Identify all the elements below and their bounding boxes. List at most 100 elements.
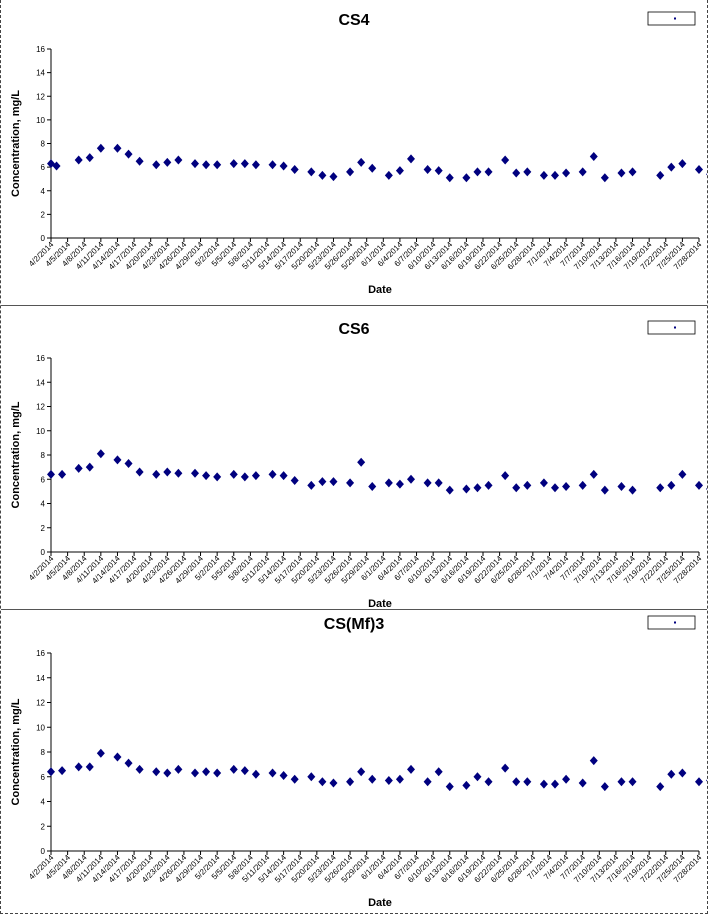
data-point bbox=[96, 143, 105, 153]
data-point bbox=[539, 170, 548, 180]
data-point bbox=[551, 779, 559, 789]
data-point bbox=[501, 471, 510, 481]
data-point bbox=[174, 764, 183, 774]
data-point bbox=[329, 172, 338, 182]
data-point bbox=[58, 469, 67, 479]
data-point bbox=[152, 160, 161, 170]
data-point bbox=[523, 777, 532, 787]
data-point bbox=[268, 469, 277, 479]
data-point bbox=[229, 159, 238, 169]
y-axis-label: Concentration, mg/L bbox=[10, 698, 22, 805]
legend bbox=[647, 615, 696, 630]
y-tick-label: 0 bbox=[41, 548, 46, 557]
data-point bbox=[501, 155, 510, 165]
data-point bbox=[578, 167, 587, 177]
data-point bbox=[85, 153, 94, 163]
data-point bbox=[163, 768, 172, 778]
y-tick-label: 2 bbox=[41, 210, 46, 219]
data-point bbox=[628, 777, 637, 787]
data-point bbox=[329, 477, 338, 487]
data-point bbox=[47, 469, 55, 479]
data-point bbox=[202, 767, 211, 777]
data-point bbox=[52, 161, 61, 171]
y-tick-label: 16 bbox=[36, 649, 45, 658]
y-tick-label: 4 bbox=[41, 500, 46, 509]
data-point bbox=[229, 764, 238, 774]
data-point bbox=[346, 777, 355, 787]
data-point bbox=[706, 778, 708, 783]
data-point bbox=[667, 162, 676, 172]
data-point bbox=[135, 764, 144, 774]
data-point bbox=[512, 168, 521, 178]
data-point bbox=[434, 767, 443, 777]
legend bbox=[647, 11, 696, 26]
data-point bbox=[191, 159, 199, 169]
data-point bbox=[251, 160, 260, 170]
data-point bbox=[329, 778, 338, 788]
data-point bbox=[152, 767, 161, 777]
data-point bbox=[589, 469, 598, 479]
legend-marker bbox=[674, 17, 676, 20]
data-point bbox=[307, 167, 316, 177]
y-axis-label: Concentration, mg/L bbox=[10, 90, 22, 197]
data-point bbox=[600, 782, 609, 792]
data-point bbox=[124, 149, 133, 159]
data-point bbox=[357, 457, 366, 467]
chart-svg: CS602468101214164/2/20144/5/20144/8/2014… bbox=[10, 320, 708, 610]
data-point bbox=[445, 173, 454, 183]
chart-svg: CS402468101214164/2/20144/5/20144/8/2014… bbox=[10, 11, 708, 296]
data-point bbox=[384, 775, 393, 785]
data-point bbox=[589, 756, 598, 766]
data-point bbox=[163, 467, 172, 477]
chart-panel: CS(Mf)3 0 2 4 6 8 10 12 14 16 4/2/2014 4/5/2014 4/8/… bbox=[1, 609, 708, 913]
data-point bbox=[307, 772, 316, 782]
data-point bbox=[628, 485, 637, 495]
data-point bbox=[135, 156, 144, 166]
data-point bbox=[512, 777, 521, 787]
data-point bbox=[279, 471, 288, 481]
data-point bbox=[462, 484, 471, 494]
data-point bbox=[600, 485, 609, 495]
data-point bbox=[213, 472, 222, 482]
data-point bbox=[678, 469, 687, 479]
data-point bbox=[706, 486, 708, 492]
data-point bbox=[85, 762, 94, 772]
data-point bbox=[85, 462, 94, 472]
data-point bbox=[484, 777, 493, 787]
data-point bbox=[290, 164, 299, 174]
chart-panel: CS4 0 2 4 6 8 10 12 14 16 4/2/2014 4/5/2014 4/8/2014… bbox=[1, 0, 708, 304]
data-point bbox=[523, 167, 532, 177]
data-point bbox=[318, 170, 327, 180]
legend-box bbox=[647, 11, 696, 26]
data-point bbox=[174, 155, 183, 165]
y-tick-label: 6 bbox=[41, 475, 46, 484]
y-axis-label: Concentration, mg/L bbox=[10, 401, 22, 508]
data-point bbox=[407, 764, 415, 774]
data-point bbox=[47, 767, 55, 777]
data-point bbox=[656, 782, 665, 792]
data-point bbox=[551, 483, 559, 493]
data-point bbox=[462, 780, 471, 790]
data-point bbox=[706, 172, 708, 177]
data-point bbox=[113, 455, 122, 465]
data-point bbox=[551, 170, 559, 180]
data-point bbox=[578, 480, 587, 490]
chart-title: CS4 bbox=[338, 12, 369, 29]
data-point bbox=[240, 766, 249, 776]
data-point bbox=[279, 161, 288, 171]
y-tick-label: 10 bbox=[36, 427, 45, 436]
data-point bbox=[600, 173, 609, 183]
data-point bbox=[290, 774, 299, 784]
data-point bbox=[113, 143, 122, 153]
data-point bbox=[213, 768, 222, 778]
data-point bbox=[74, 762, 83, 772]
data-point bbox=[423, 164, 432, 174]
data-point bbox=[318, 477, 327, 487]
data-point bbox=[113, 752, 122, 762]
data-point bbox=[695, 164, 703, 174]
data-point bbox=[395, 166, 404, 176]
data-point bbox=[473, 772, 482, 782]
data-point bbox=[445, 485, 454, 495]
data-point bbox=[445, 782, 454, 792]
data-point bbox=[562, 482, 571, 492]
